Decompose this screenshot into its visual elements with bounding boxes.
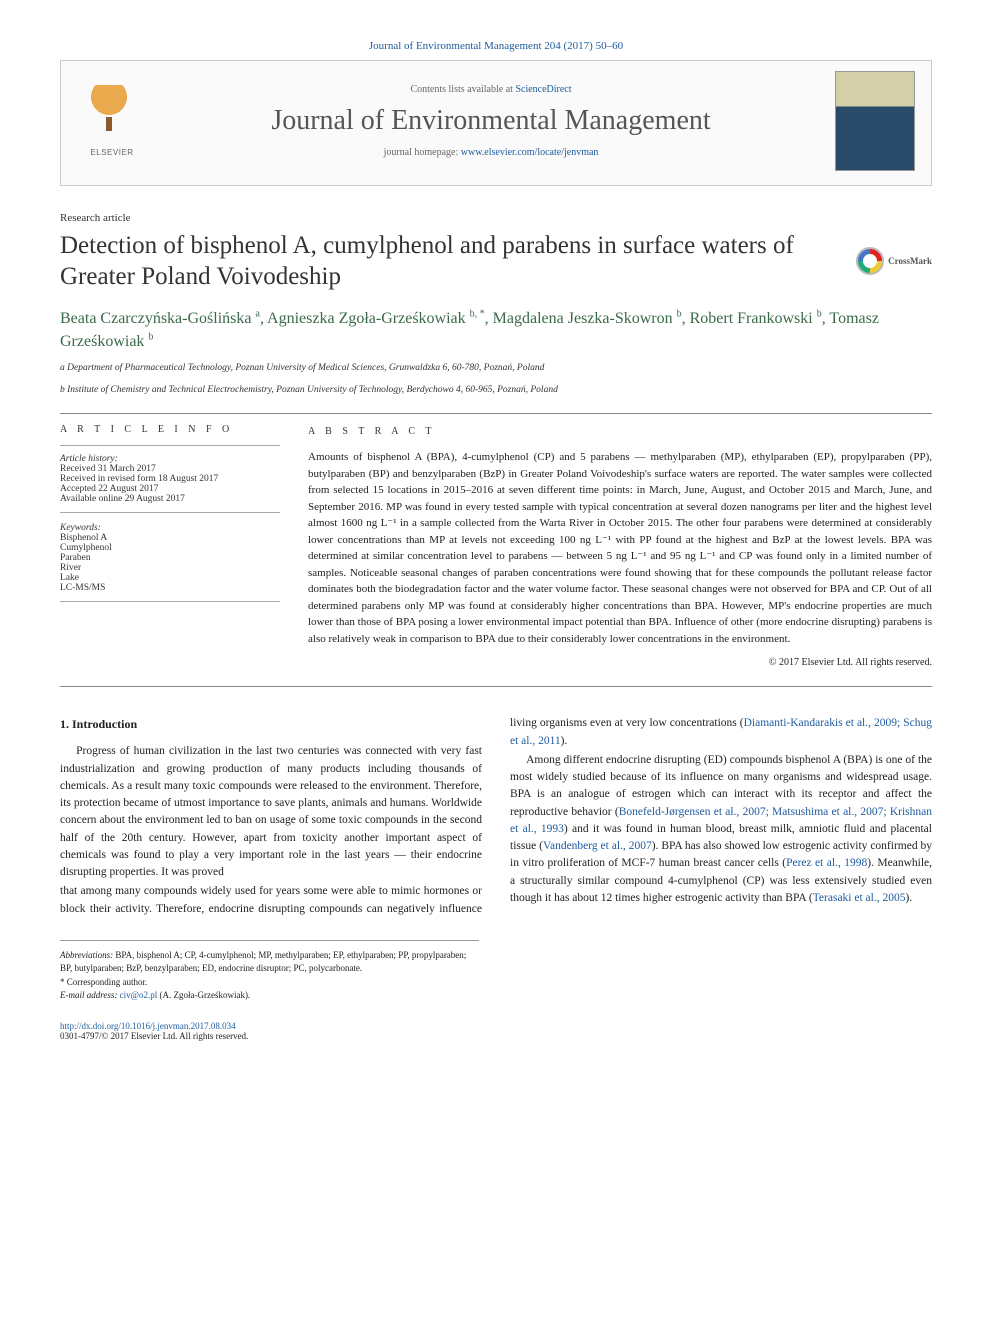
article-info-heading: A R T I C L E I N F O	[60, 424, 280, 435]
keyword: Paraben	[60, 553, 280, 563]
p2-text-b: ).	[561, 735, 568, 747]
intro-paragraph-3: Among different endocrine disrupting (ED…	[510, 752, 932, 907]
article-title: Detection of bisphenol A, cumylphenol an…	[60, 230, 820, 293]
email-line: E-mail address: civ@o2.pl (A. Zgoła-Grze…	[60, 989, 479, 1003]
keywords-label: Keywords:	[60, 523, 280, 533]
affiliation-a: a Department of Pharmaceutical Technolog…	[60, 361, 932, 375]
crossmark-label: CrossMark	[888, 256, 932, 266]
contents-prefix: Contents lists available at	[410, 84, 515, 95]
abstract-text: Amounts of bisphenol A (BPA), 4-cumylphe…	[308, 449, 932, 647]
publisher-logo-block: ELSEVIER	[77, 85, 147, 157]
abstract-column: A B S T R A C T Amounts of bisphenol A (…	[308, 424, 932, 670]
email-label: E-mail address:	[60, 990, 117, 1000]
history-revised: Received in revised form 18 August 2017	[60, 474, 280, 484]
journal-name: Journal of Environmental Management	[147, 105, 835, 137]
citation-link[interactable]: Perez et al., 1998	[786, 857, 867, 869]
publisher-name: ELSEVIER	[90, 148, 133, 157]
keyword: River	[60, 563, 280, 573]
keyword: LC-MS/MS	[60, 583, 280, 593]
abbreviations-line: Abbreviations: BPA, bisphenol A; CP, 4-c…	[60, 949, 479, 976]
keyword: Cumylphenol	[60, 543, 280, 553]
abstract-copyright: © 2017 Elsevier Ltd. All rights reserved…	[308, 655, 932, 670]
affiliation-b: b Institute of Chemistry and Technical E…	[60, 383, 932, 397]
citation-link[interactable]: Vandenberg et al., 2007	[543, 840, 652, 852]
journal-homepage-line: journal homepage: www.elsevier.com/locat…	[147, 147, 835, 158]
keyword: Lake	[60, 573, 280, 583]
corresponding-author-line: * Corresponding author.	[60, 976, 479, 990]
journal-cover-thumbnail	[835, 71, 915, 171]
citation-link[interactable]: Terasaki et al., 2005	[813, 892, 906, 904]
keyword: Bisphenol A	[60, 533, 280, 543]
crossmark-icon	[856, 247, 884, 275]
section-heading-intro: 1. Introduction	[60, 715, 482, 733]
issn-copyright-line: 0301-4797/© 2017 Elsevier Ltd. All right…	[60, 1031, 248, 1041]
corresponding-email-link[interactable]: civ@o2.pl	[120, 990, 158, 1000]
abbr-label: Abbreviations:	[60, 950, 113, 960]
history-accepted: Accepted 22 August 2017	[60, 484, 280, 494]
keywords-block: Keywords: Bisphenol A Cumylphenol Parabe…	[60, 523, 280, 602]
p3-text-e: ).	[905, 892, 912, 904]
history-label: Article history:	[60, 454, 280, 464]
article-type: Research article	[60, 212, 932, 224]
article-info-column: A R T I C L E I N F O Article history: R…	[60, 424, 280, 670]
intro-paragraph-1: Progress of human civilization in the la…	[60, 743, 482, 881]
history-received: Received 31 March 2017	[60, 464, 280, 474]
authors-line: Beata Czarczyńska-Goślińska a, Agnieszka…	[60, 307, 932, 353]
crossmark-badge-block[interactable]: CrossMark	[856, 247, 932, 275]
footnotes-block: Abbreviations: BPA, bisphenol A; CP, 4-c…	[60, 940, 479, 1003]
homepage-prefix: journal homepage:	[384, 147, 461, 158]
article-history-block: Article history: Received 31 March 2017 …	[60, 445, 280, 513]
body-two-columns: 1. Introduction Progress of human civili…	[60, 715, 932, 918]
history-online: Available online 29 August 2017	[60, 494, 280, 504]
sciencedirect-link[interactable]: ScienceDirect	[515, 84, 571, 95]
divider	[60, 686, 932, 687]
email-name: (A. Zgoła-Grześkowiak).	[157, 990, 250, 1000]
doi-link[interactable]: http://dx.doi.org/10.1016/j.jenvman.2017…	[60, 1021, 236, 1031]
divider	[60, 413, 932, 414]
journal-homepage-link[interactable]: www.elsevier.com/locate/jenvman	[461, 147, 599, 158]
abbr-text: BPA, bisphenol A; CP, 4-cumylphenol; MP,…	[60, 950, 466, 974]
doi-block: http://dx.doi.org/10.1016/j.jenvman.2017…	[60, 1021, 479, 1041]
running-citation: Journal of Environmental Management 204 …	[60, 40, 932, 52]
journal-banner: ELSEVIER Contents lists available at Sci…	[60, 60, 932, 186]
contents-line: Contents lists available at ScienceDirec…	[147, 84, 835, 95]
abstract-heading: A B S T R A C T	[308, 424, 932, 439]
elsevier-tree-icon	[87, 85, 137, 140]
